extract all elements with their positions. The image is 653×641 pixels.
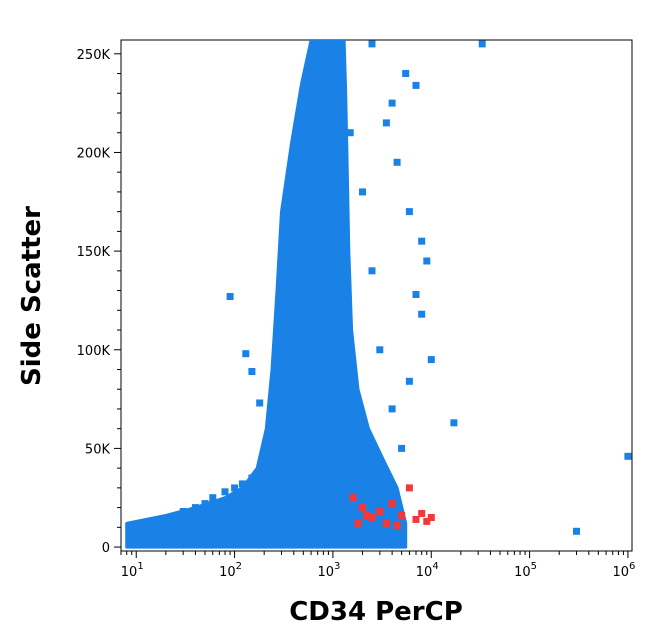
data-point-s0-49	[402, 70, 410, 77]
y-tick-label: 100K	[77, 344, 111, 359]
data-point-s1-6	[398, 512, 406, 519]
data-point-s0-42	[405, 377, 413, 385]
y-tick-label: 0	[102, 541, 110, 556]
data-point-s0-40	[418, 310, 426, 318]
x-axis-title: CD34 PerCP	[289, 597, 463, 627]
data-point-s0-8	[221, 488, 229, 496]
data-point-s0-34	[382, 119, 390, 127]
data-point-s0-7	[209, 494, 217, 502]
data-point-s1-3	[376, 508, 384, 515]
data-point-s0-13	[270, 425, 278, 433]
data-point-s0-11	[248, 474, 256, 482]
data-point-s1-1	[359, 504, 366, 512]
data-point-s0-26	[368, 267, 376, 275]
data-point-s0-14	[278, 385, 285, 393]
data-point-s1-8	[412, 515, 420, 523]
data-point-s0-48	[388, 99, 396, 107]
data-point-s0-50	[412, 81, 420, 89]
data-point-s0-45	[573, 527, 580, 535]
data-point-s1-2	[368, 514, 376, 521]
x-tick-label: 104	[416, 561, 439, 580]
data-point-s0-4	[179, 508, 187, 515]
data-point-s0-38	[423, 257, 431, 265]
data-point-s0-35	[393, 158, 401, 166]
data-point-s1-7	[405, 484, 413, 492]
data-point-s0-0	[140, 527, 148, 535]
data-point-s0-2	[162, 525, 170, 533]
data-point-s0-18	[299, 168, 307, 176]
data-point-s0-27	[376, 346, 384, 354]
data-point-s0-44	[478, 40, 486, 48]
data-point-s1-12	[354, 519, 362, 527]
x-tick-label: 101	[121, 561, 144, 580]
data-point-s0-5	[191, 504, 199, 512]
data-point-s0-47	[368, 40, 376, 48]
y-axis-title: Side Scatter	[17, 206, 47, 386]
data-point-s0-29	[398, 444, 406, 452]
data-point-s0-15	[284, 346, 292, 354]
data-point-s0-16	[290, 287, 298, 295]
data-point-s1-4	[382, 519, 390, 527]
x-tick-label: 106	[612, 561, 635, 580]
y-tick-label: 50K	[85, 442, 111, 457]
data-point-s1-14	[393, 521, 401, 529]
data-point-s0-12	[260, 454, 268, 462]
data-point-s0-21	[319, 50, 327, 58]
y-tick-label: 250K	[77, 48, 111, 63]
data-point-s1-9	[418, 510, 426, 517]
data-point-s0-31	[242, 350, 250, 358]
data-point-s0-32	[248, 368, 256, 375]
data-point-s0-36	[405, 208, 413, 216]
y-axis: 0 50K 100K 150K 200K 250K	[77, 48, 121, 556]
data-point-s0-19	[307, 129, 315, 137]
data-point-s0-37	[418, 237, 426, 245]
data-point-s1-11	[427, 514, 435, 521]
data-point-s0-39	[412, 291, 420, 298]
data-point-s1-13	[363, 512, 371, 519]
data-point-s0-9	[231, 484, 239, 492]
data-point-s0-24	[346, 129, 354, 137]
data-point-s0-10	[238, 480, 246, 488]
data-point-s0-23	[337, 89, 345, 97]
data-point-s1-0	[349, 494, 357, 502]
x-axis: 101 102 103 104 105 106	[120, 551, 635, 580]
data-point-s0-20	[314, 79, 322, 87]
data-point-s0-30	[226, 293, 234, 300]
x-tick-label: 102	[219, 561, 242, 580]
data-point-s0-1	[150, 519, 157, 527]
data-point-s1-5	[388, 500, 396, 508]
data-point-s0-46	[624, 452, 632, 460]
y-tick-label: 200K	[77, 146, 111, 161]
population-density	[125, 40, 408, 549]
data-point-s0-22	[329, 60, 337, 68]
data-point-s0-28	[388, 405, 396, 413]
data-point-s0-33	[256, 399, 264, 407]
data-point-s0-17	[295, 227, 303, 235]
data-point-s0-3	[171, 514, 179, 521]
data-point-s0-43	[450, 419, 458, 427]
main-population-cloud	[125, 40, 408, 549]
data-point-s1-10	[423, 517, 431, 525]
data-point-s0-6	[201, 500, 209, 508]
data-point-s0-25	[359, 188, 366, 196]
x-tick-label: 105	[514, 561, 537, 580]
y-tick-label: 150K	[77, 245, 111, 260]
x-tick-label: 103	[317, 561, 340, 580]
data-points	[140, 40, 632, 535]
data-point-s0-41	[427, 356, 435, 364]
